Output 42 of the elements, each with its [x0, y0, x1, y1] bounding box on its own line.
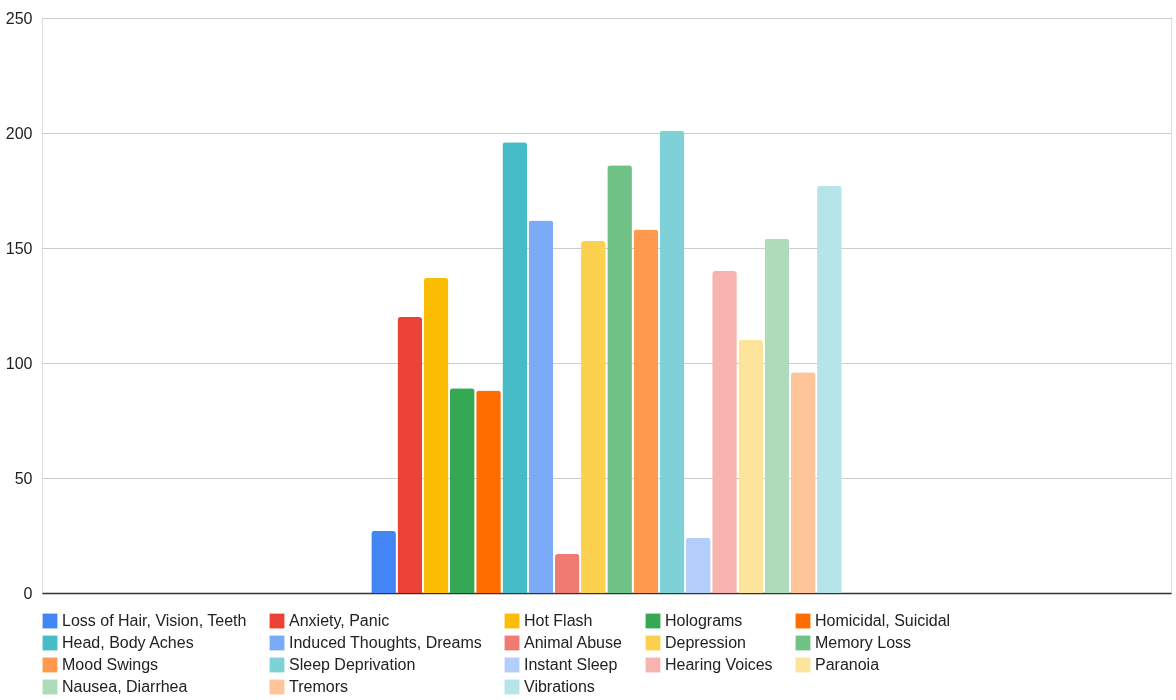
bar — [633, 229, 659, 593]
y-tick-label: 50 — [14, 469, 33, 487]
legend-label: Head, Body Aches — [62, 634, 194, 651]
y-tick-label: 150 — [5, 239, 33, 257]
legend-label: Anxiety, Panic — [289, 612, 390, 629]
y-tick-label: 250 — [5, 9, 33, 27]
legend-label: Memory Loss — [815, 634, 912, 651]
bar — [738, 340, 764, 593]
y-tick-label: 200 — [5, 124, 33, 142]
legend-label: Paranoia — [815, 656, 880, 673]
bar — [397, 317, 423, 593]
legend-label: Animal Abuse — [524, 634, 622, 651]
legend-label: Loss of Hair, Vision, Teeth — [62, 612, 247, 629]
legend-label: Instant Sleep — [524, 656, 618, 673]
bar — [712, 271, 737, 593]
bar — [659, 130, 685, 593]
y-tick-label: 100 — [5, 354, 33, 372]
legend-label: Holograms — [665, 612, 743, 629]
legend-label: Vibrations — [524, 678, 595, 695]
legend-label: Depression — [665, 634, 746, 651]
bar — [554, 553, 580, 593]
bar — [764, 238, 790, 593]
bar — [607, 165, 632, 593]
legend-label: Homicidal, Suicidal — [815, 612, 951, 629]
legend-label: Mood Swings — [62, 656, 159, 673]
legend-label: Hot Flash — [524, 612, 593, 629]
legend-label: Tremors — [289, 678, 348, 695]
bar — [817, 185, 842, 593]
legend-label: Induced Thoughts, Dreams — [289, 634, 482, 651]
legend-label: Nausea, Diarrhea — [62, 678, 188, 695]
bar — [423, 277, 449, 593]
bar — [449, 388, 475, 593]
bar — [502, 142, 528, 593]
bar — [371, 530, 396, 593]
bar — [790, 372, 816, 593]
y-tick-label: 0 — [23, 584, 33, 602]
legend-label: Sleep Deprivation — [289, 656, 416, 673]
bar — [581, 241, 606, 593]
bar — [685, 537, 711, 593]
bar — [476, 390, 501, 593]
legend-label: Hearing Voices — [665, 656, 773, 673]
bar — [528, 220, 554, 593]
